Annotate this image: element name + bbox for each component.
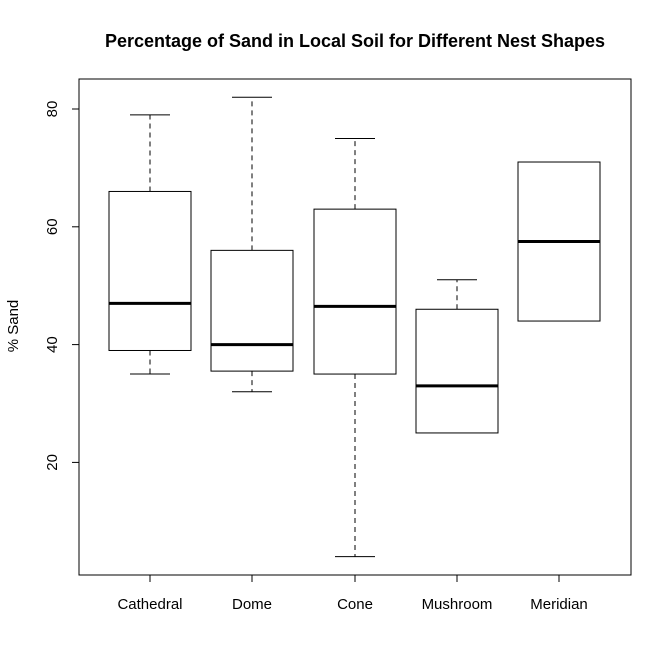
iqr-box-cone xyxy=(313,208,397,375)
iqr-box-cathedral xyxy=(108,190,192,351)
y-tick-label-20: 20 xyxy=(44,454,61,471)
boxes xyxy=(108,96,601,558)
box-cathedral xyxy=(108,114,192,375)
chart-title: Percentage of Sand in Local Soil for Dif… xyxy=(105,31,605,51)
iqr-box-dome xyxy=(210,249,294,372)
x-tick-label-dome: Dome xyxy=(232,596,272,613)
box-dome xyxy=(210,96,294,393)
y-axis: 20 40 60 80 xyxy=(44,101,80,471)
y-axis-label: % Sand xyxy=(5,300,22,353)
iqr-box-mushroom xyxy=(415,308,499,434)
x-tick-label-meridian: Meridian xyxy=(530,596,588,613)
x-tick-label-cone: Cone xyxy=(337,596,373,613)
box-meridian xyxy=(517,161,601,322)
box-cone xyxy=(313,137,397,558)
x-axis: Cathedral Dome Cone Mushroom Meridian xyxy=(117,574,588,613)
y-tick-label-80: 80 xyxy=(44,101,61,118)
box-mushroom xyxy=(415,279,499,434)
x-tick-label-mushroom: Mushroom xyxy=(422,596,493,613)
y-tick-label-60: 60 xyxy=(44,218,61,235)
y-tick-label-40: 40 xyxy=(44,336,61,353)
x-tick-label-cathedral: Cathedral xyxy=(117,596,182,613)
